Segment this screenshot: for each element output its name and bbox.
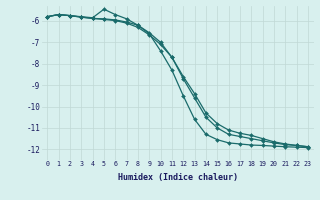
- X-axis label: Humidex (Indice chaleur): Humidex (Indice chaleur): [118, 173, 237, 182]
